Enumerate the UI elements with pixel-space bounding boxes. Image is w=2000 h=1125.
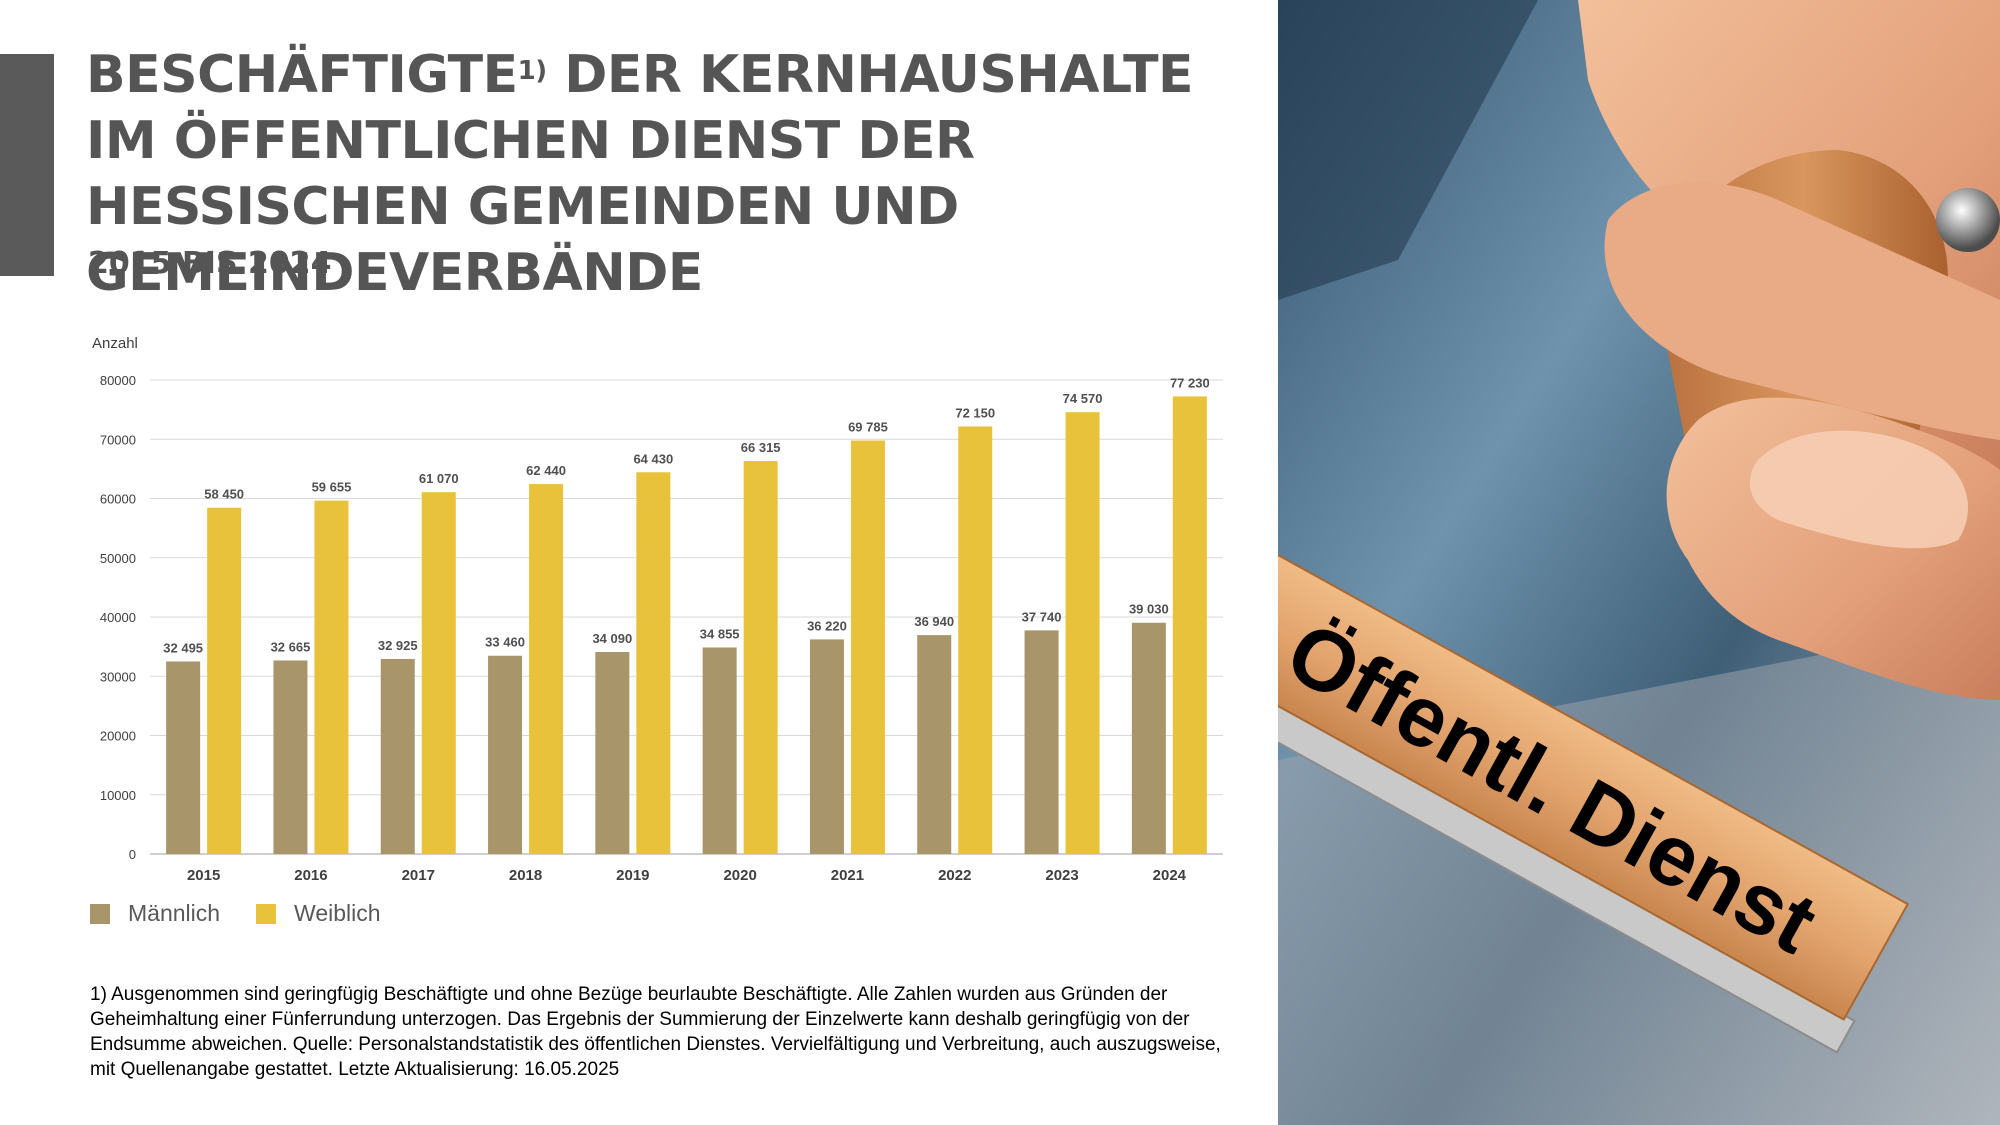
x-tick-label: 2023 xyxy=(1045,867,1078,884)
title-text-start: BESCHÄFTIGTE xyxy=(86,45,518,105)
index-finger xyxy=(1604,182,2000,440)
data-label: 33 460 xyxy=(485,635,525,650)
page-title: BESCHÄFTIGTE1) DER KERNHAUSHALTE IM ÖFFE… xyxy=(86,42,1266,306)
legend-swatch-maennlich xyxy=(90,903,110,924)
data-label: 61 070 xyxy=(419,471,459,486)
data-label: 59 655 xyxy=(312,480,352,495)
data-label: 36 220 xyxy=(807,618,847,633)
data-label: 32 925 xyxy=(378,638,418,653)
x-tick-label: 2017 xyxy=(402,867,435,884)
y-tick-label: 40000 xyxy=(100,610,136,625)
y-axis-label: Anzahl xyxy=(92,335,138,352)
bar-maennlich xyxy=(702,647,737,854)
y-tick-label: 70000 xyxy=(100,432,136,447)
legend-label-maennlich: Männlich xyxy=(128,900,221,926)
stamp-photo: Öffentl. Dienst xyxy=(1278,0,2000,1125)
data-label: 72 150 xyxy=(955,406,995,421)
y-tick-label: 50000 xyxy=(100,551,136,566)
bar-weiblich xyxy=(207,507,242,854)
page-subtitle: 2015 BIS 2024 xyxy=(88,246,332,281)
bar-maennlich xyxy=(273,660,308,854)
accent-bar xyxy=(0,54,54,276)
title-text-end: DER KERNHAUSHALTE IM ÖFFENTLICHEN DIENST… xyxy=(86,45,1194,303)
photo-glare xyxy=(1278,0,1538,300)
bar-weiblich xyxy=(314,500,349,854)
data-label: 74 570 xyxy=(1063,391,1103,406)
data-label: 64 430 xyxy=(633,451,673,466)
bar-maennlich xyxy=(1024,630,1059,854)
x-tick-label: 2020 xyxy=(723,867,756,884)
y-tick-label: 30000 xyxy=(100,669,136,684)
data-label: 32 495 xyxy=(163,640,203,655)
bar-weiblich xyxy=(958,426,993,854)
bar-weiblich xyxy=(850,440,885,854)
bar-weiblich xyxy=(421,492,456,854)
bar-chart: Anzahl 0 10000 20000 30000 40000 50000 60000 700… xyxy=(92,335,1223,884)
x-tick-label: 2015 xyxy=(187,867,220,884)
data-label: 34 090 xyxy=(592,631,632,646)
x-tick-label: 2018 xyxy=(509,867,542,884)
data-label: 66 315 xyxy=(741,440,781,455)
bar-weiblich xyxy=(529,484,564,854)
stamp-illustration: Öffentl. Dienst xyxy=(1278,0,2000,1125)
legend-item-maennlich: Männlich xyxy=(90,900,220,927)
bar-maennlich xyxy=(166,661,201,854)
bar-weiblich xyxy=(1065,412,1100,854)
legend-swatch-weiblich xyxy=(256,903,277,924)
data-label: 69 785 xyxy=(848,420,888,435)
x-tick-label: 2016 xyxy=(294,867,327,884)
legend-item-weiblich: Weiblich xyxy=(256,900,381,927)
x-tick-label: 2021 xyxy=(831,867,864,884)
bar-weiblich xyxy=(636,472,671,854)
chart-legend: Männlich Weiblich xyxy=(90,900,417,927)
thumbnail xyxy=(1749,430,1968,549)
bar-maennlich xyxy=(917,635,952,854)
bar-maennlich xyxy=(380,658,415,854)
data-label: 36 940 xyxy=(914,614,954,629)
title-footnote-marker: 1) xyxy=(517,56,547,86)
legend-label-weiblich: Weiblich xyxy=(294,900,381,926)
data-label: 77 230 xyxy=(1170,375,1210,390)
y-tick-label: 20000 xyxy=(100,729,136,744)
bar-weiblich xyxy=(743,461,778,854)
bar-maennlich xyxy=(1131,622,1166,854)
bar-maennlich xyxy=(809,639,844,854)
x-tick-label: 2019 xyxy=(616,867,649,884)
y-tick-label: 0 xyxy=(129,847,136,862)
data-label: 62 440 xyxy=(526,463,566,478)
stamp-knob xyxy=(1936,188,2000,252)
x-tick-label: 2024 xyxy=(1153,867,1187,884)
bar-weiblich xyxy=(1172,396,1207,854)
stamp-wood-block xyxy=(1278,553,1910,1021)
y-tick-label: 60000 xyxy=(100,492,136,507)
x-tick-label: 2022 xyxy=(938,867,971,884)
data-label: 37 740 xyxy=(1022,609,1062,624)
y-tick-label: 10000 xyxy=(100,788,136,803)
data-label: 34 855 xyxy=(700,626,740,641)
y-tick-label: 80000 xyxy=(100,373,136,388)
data-label: 32 665 xyxy=(271,639,311,654)
bar-maennlich xyxy=(595,652,630,854)
data-label: 39 030 xyxy=(1129,602,1169,617)
bar-maennlich xyxy=(488,655,523,854)
data-label: 58 450 xyxy=(204,487,244,502)
footnote: 1) Ausgenommen sind geringfügig Beschäft… xyxy=(90,984,1221,1080)
